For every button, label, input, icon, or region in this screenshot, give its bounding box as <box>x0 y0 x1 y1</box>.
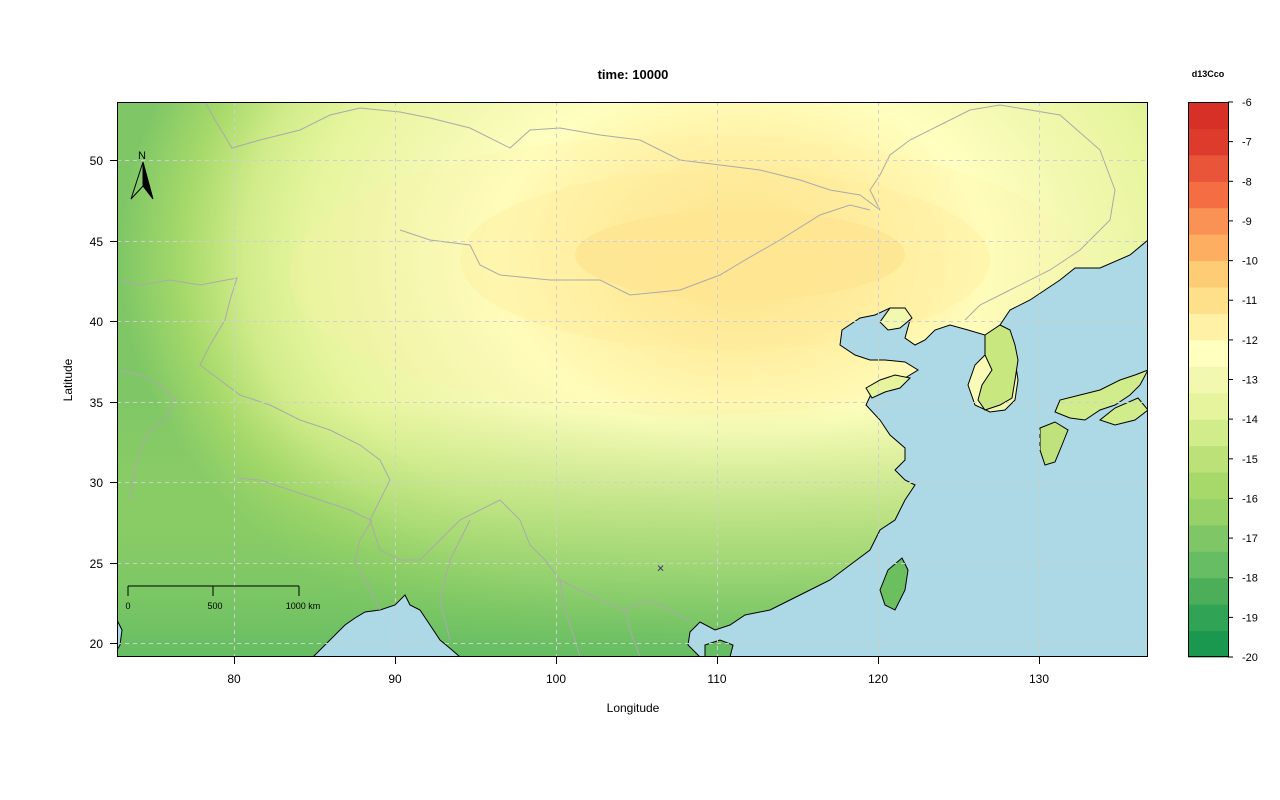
legend-tick-label: -17 <box>1242 533 1258 545</box>
legend-swatch <box>1188 472 1228 499</box>
y-axis-label: Latitude <box>61 358 75 401</box>
kyushu-shikoku <box>1039 421 1069 466</box>
legend-tick-label: -10 <box>1242 256 1258 268</box>
legend-swatches <box>1188 102 1228 658</box>
site-marker: × <box>657 561 665 576</box>
x-tick-label: 110 <box>707 672 726 686</box>
y-tick-label: 45 <box>90 235 104 249</box>
x-tick-label: 120 <box>868 672 888 686</box>
legend-swatch <box>1188 181 1228 209</box>
legend-tick-label: -13 <box>1242 375 1258 387</box>
legend-tick-label: -15 <box>1242 454 1258 466</box>
legend-swatch <box>1188 366 1228 394</box>
y-axis: 20 25 30 35 40 45 50 Latitude <box>61 154 117 651</box>
legend-tick-label: -16 <box>1242 493 1258 505</box>
x-tick-label: 100 <box>546 672 566 686</box>
country-borders <box>117 102 1116 657</box>
ocean <box>117 239 1148 657</box>
x-tick-label: 80 <box>227 672 241 686</box>
scale-bar: 0 500 1000 km <box>125 585 321 611</box>
legend-swatch <box>1188 524 1228 552</box>
legend-swatch <box>1188 260 1228 288</box>
legend-tick-label: -12 <box>1242 335 1258 347</box>
legend-swatch <box>1188 630 1228 658</box>
legend-swatch <box>1188 234 1228 262</box>
arabian-sea-edge <box>117 619 123 651</box>
y-tick-label: 25 <box>90 557 104 571</box>
graticule <box>117 102 1148 657</box>
y-tick-label: 35 <box>90 396 104 410</box>
legend-swatch <box>1188 604 1228 632</box>
legend-swatch <box>1188 154 1228 182</box>
y-tick-label: 40 <box>90 315 104 329</box>
plot-frame <box>117 102 1148 657</box>
x-axis-label: Longitude <box>607 701 660 715</box>
y-tick-label: 30 <box>90 476 104 490</box>
legend-swatch <box>1188 445 1228 473</box>
plot-title: time: 10000 <box>598 67 669 82</box>
scale-label-1000: 1000 km <box>286 601 321 611</box>
islands <box>704 307 1148 657</box>
legend-swatch <box>1188 102 1228 129</box>
bay-of-bengal <box>312 594 461 657</box>
legend-tick-label: -20 <box>1242 652 1258 664</box>
scale-label-500: 500 <box>207 601 222 611</box>
legend-tick-label: -18 <box>1242 573 1258 585</box>
x-tick-label: 130 <box>1029 672 1049 686</box>
y-tick-label: 20 <box>90 637 104 651</box>
legend-ticks: -6 -7 -8 -9 -10 -11 -12 -13 -14 -15 -16 -17 -18 -19 -2… <box>1228 97 1258 664</box>
legend-swatch <box>1188 207 1228 235</box>
legend-tick-label: -7 <box>1242 137 1252 149</box>
legend-tick-label: -6 <box>1242 97 1252 109</box>
legend-tick-label: -9 <box>1242 216 1252 228</box>
korea-peninsula <box>977 324 1019 411</box>
japan <box>1054 369 1148 421</box>
legend-swatch <box>1188 551 1228 579</box>
legend-tick-label: -19 <box>1242 612 1258 624</box>
color-legend: d13Cco -6-7-8-9-10-11-12-13-14-15-16-17-… <box>1188 69 1258 664</box>
legend-swatch <box>1188 339 1228 367</box>
legend-swatch <box>1188 128 1228 156</box>
x-tick-label: 90 <box>388 672 402 686</box>
shandong <box>865 374 912 399</box>
legend-swatch <box>1188 392 1228 420</box>
map-panel: N 0 500 1000 km × <box>117 102 1148 657</box>
legend-tick-label: -11 <box>1242 295 1257 307</box>
north-arrow: N <box>130 150 154 200</box>
legend-swatch <box>1188 313 1228 341</box>
scale-label-0: 0 <box>125 601 130 611</box>
taiwan <box>879 557 909 611</box>
sea-of-japan-and-pacific <box>687 239 1148 657</box>
legend-swatch <box>1188 287 1228 314</box>
legend-tick-label: -8 <box>1242 176 1252 188</box>
legend-title: d13Cco <box>1192 69 1225 79</box>
x-axis: 80 90 100 110 120 130 Longitude <box>227 657 1049 715</box>
legend-tick-label: -14 <box>1242 414 1258 426</box>
legend-swatch <box>1188 419 1228 447</box>
y-tick-label: 50 <box>90 154 104 168</box>
honshu-west <box>1098 397 1148 426</box>
legend-swatch <box>1188 498 1228 526</box>
legend-swatch <box>1188 577 1228 605</box>
north-arrow-label: N <box>138 150 146 162</box>
